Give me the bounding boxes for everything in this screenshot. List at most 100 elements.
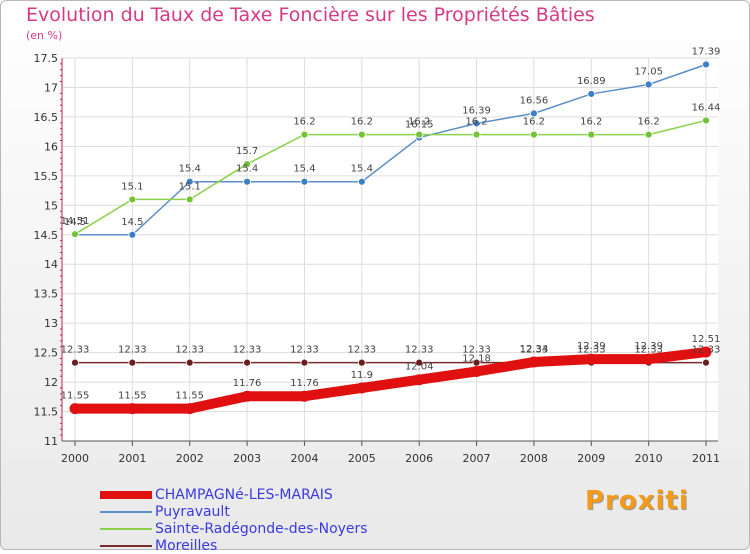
- legend-label: Puyravault: [155, 503, 230, 520]
- data-point: [298, 390, 310, 402]
- data-label: 14.5: [121, 217, 143, 228]
- data-label: 12.33: [118, 345, 147, 356]
- x-tick-label: 2006: [405, 452, 433, 465]
- legend-swatch: [100, 527, 152, 530]
- data-point: [644, 130, 653, 139]
- data-label: 16.2: [408, 117, 430, 128]
- data-point: [472, 119, 481, 128]
- x-tick-label: 2008: [520, 452, 548, 465]
- data-label: 16.2: [465, 117, 487, 128]
- data-point: [413, 374, 425, 386]
- y-tick-label: 14.5: [34, 229, 59, 242]
- data-label: 15.4: [236, 164, 258, 175]
- legend-item: Moreilles: [100, 537, 368, 554]
- y-tick-label: 16: [44, 140, 58, 153]
- data-point: [415, 130, 424, 139]
- data-point: [702, 60, 710, 69]
- data-label: 12.33: [634, 345, 663, 356]
- data-label: 16.44: [692, 102, 721, 113]
- data-point: [243, 177, 251, 186]
- data-point: [530, 130, 538, 139]
- data-point: [128, 195, 137, 204]
- x-tick-label: 2002: [176, 452, 204, 465]
- data-point: [357, 130, 366, 139]
- data-label: 16.2: [580, 117, 602, 128]
- data-label: 11.9: [351, 370, 373, 381]
- legend-swatch: [100, 544, 152, 547]
- data-point: [185, 195, 194, 204]
- data-label: 11.76: [233, 378, 262, 389]
- x-tick-label: 2005: [348, 452, 376, 465]
- legend-label: Moreilles: [155, 537, 218, 554]
- y-tick-label: 12: [44, 376, 58, 389]
- series-line-1: [74, 63, 707, 236]
- data-label: 12.33: [405, 345, 434, 356]
- legend-item: CHAMPAGNé-LES-MARAIS: [100, 486, 368, 503]
- legend-swatch: [100, 490, 152, 499]
- y-tick-label: 13.5: [34, 288, 59, 301]
- y-tick-label: 13: [44, 317, 58, 330]
- data-label: 14.5: [64, 217, 86, 228]
- data-label: 16.15: [405, 120, 434, 131]
- data-label: 11.55: [175, 391, 204, 402]
- x-tick-label: 2009: [577, 452, 605, 465]
- data-label: 15.4: [351, 164, 373, 175]
- chart-title: Evolution du Taux de Taxe Foncière sur l…: [26, 4, 595, 26]
- series-line-0: [70, 347, 711, 414]
- data-point: [530, 109, 538, 118]
- data-label: 12.39: [577, 341, 606, 352]
- proxiti-logo: Proxiti: [585, 486, 689, 516]
- y-tick-label: 17.5: [34, 52, 59, 65]
- data-point: [243, 358, 251, 367]
- data-label: 17.39: [692, 46, 721, 57]
- data-point: [185, 177, 194, 186]
- data-point: [472, 130, 481, 139]
- legend-item: Sainte-Radégonde-des-Noyers: [100, 520, 368, 537]
- data-label: 12.33: [233, 345, 262, 356]
- data-label: 16.2: [638, 117, 660, 128]
- data-label: 16.39: [462, 105, 491, 116]
- data-label: 16.89: [577, 76, 606, 87]
- data-label: 12.39: [634, 341, 663, 352]
- data-label: 12.04: [405, 362, 434, 373]
- data-point: [128, 358, 137, 367]
- data-label: 16.2: [351, 117, 373, 128]
- data-label: 15.7: [236, 146, 258, 157]
- data-label: 11.55: [118, 391, 147, 402]
- data-point: [644, 80, 653, 89]
- data-label: 12.33: [462, 345, 491, 356]
- data-point: [185, 358, 194, 367]
- data-point: [356, 382, 368, 394]
- plot-area: [62, 58, 718, 441]
- data-point: [702, 358, 710, 367]
- data-point: [241, 390, 253, 402]
- legend-label: Sainte-Radégonde-des-Noyers: [155, 520, 368, 537]
- data-label: 12.33: [175, 345, 204, 356]
- data-point: [71, 358, 79, 367]
- y-tick-label: 11: [44, 435, 58, 448]
- data-point: [415, 358, 424, 367]
- data-label: 12.34: [520, 344, 549, 355]
- data-point: [300, 130, 309, 139]
- data-label: 12.51: [692, 334, 721, 345]
- data-label: 15.4: [179, 164, 201, 175]
- data-point: [700, 346, 712, 358]
- data-point: [243, 160, 251, 168]
- data-point: [300, 177, 309, 186]
- y-tick-label: 15.5: [34, 170, 59, 183]
- data-point: [128, 230, 137, 239]
- data-label: 12.33: [61, 345, 90, 356]
- y-tick-label: 17: [44, 81, 58, 94]
- data-point: [184, 403, 196, 415]
- x-tick-label: 2001: [118, 452, 146, 465]
- data-point: [300, 358, 309, 367]
- data-label: 12.33: [290, 345, 319, 356]
- x-tick-label: 2000: [61, 452, 89, 465]
- y-tick-label: 15: [44, 199, 58, 212]
- unit-label: (en %): [26, 29, 63, 42]
- legend-swatch: [100, 510, 152, 513]
- data-label: 16.2: [293, 117, 315, 128]
- x-tick-label: 2011: [692, 452, 720, 465]
- data-point: [357, 358, 366, 367]
- data-point: [71, 230, 79, 239]
